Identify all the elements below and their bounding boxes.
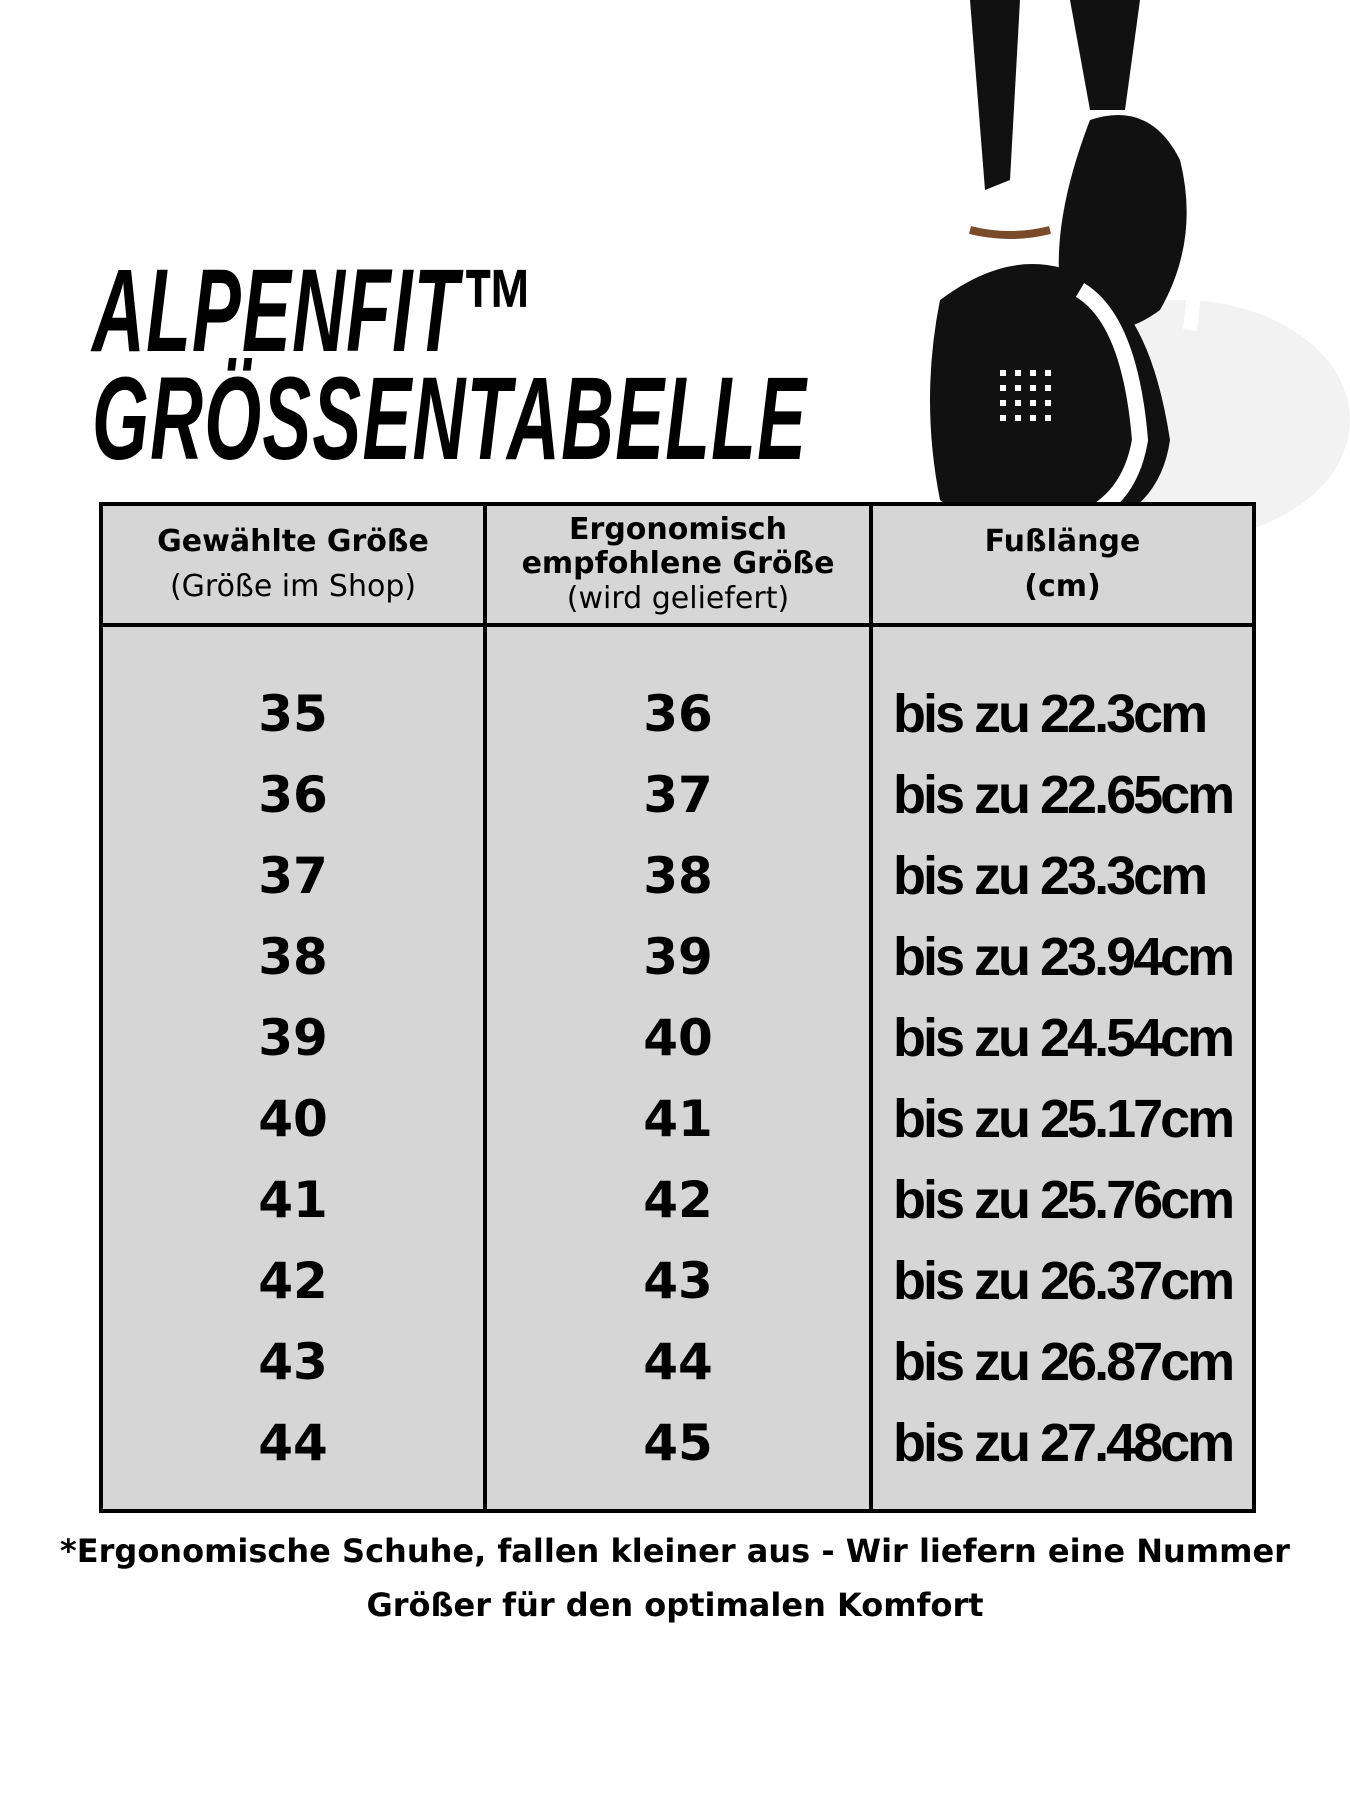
header-divider xyxy=(103,623,1252,627)
recommended-size: 41 xyxy=(643,1090,713,1148)
table-row: 40 41 bis zu 25.17cm xyxy=(103,1079,1252,1160)
recommended-size: 39 xyxy=(643,928,713,986)
column-divider xyxy=(483,506,487,1509)
header-bold: Ergonomisch empfohlene Größe xyxy=(521,511,835,582)
table-row: 37 38 bis zu 23.3cm xyxy=(103,836,1252,917)
chosen-size: 44 xyxy=(258,1414,328,1472)
foot-length: bis zu 22.65cm xyxy=(893,765,1235,825)
foot-length: bis zu 22.3cm xyxy=(893,684,1208,744)
chosen-size: 42 xyxy=(258,1252,328,1310)
foot-length: bis zu 24.54cm xyxy=(893,1008,1235,1068)
table-row: 38 39 bis zu 23.94cm xyxy=(103,917,1252,998)
recommended-size: 40 xyxy=(643,1009,713,1067)
foot-length: bis zu 23.3cm xyxy=(893,846,1208,906)
foot-length: bis zu 26.87cm xyxy=(893,1332,1235,1392)
recommended-size: 37 xyxy=(643,766,713,824)
header-foot-length: Fußlänge (cm) xyxy=(873,506,1252,623)
size-table: Gewählte Größe (Größe im Shop) Ergonomis… xyxy=(99,502,1256,1513)
chosen-size: 37 xyxy=(258,847,328,905)
header-recommended-size: Ergonomisch empfohlene Größe (wird gelie… xyxy=(487,506,869,623)
header-light: (cm) xyxy=(1024,568,1101,604)
foot-length: bis zu 26.37cm xyxy=(893,1251,1235,1311)
table-row: 39 40 bis zu 24.54cm xyxy=(103,998,1252,1079)
table-row: 44 45 bis zu 27.48cm xyxy=(103,1403,1252,1484)
foot-length: bis zu 27.48cm xyxy=(893,1413,1235,1473)
title-line-1: ALPENFIT™ xyxy=(92,245,534,377)
header-bold: Fußlänge xyxy=(984,524,1141,559)
chosen-size: 35 xyxy=(258,685,328,743)
chosen-size: 40 xyxy=(258,1090,328,1148)
foot-length: bis zu 25.17cm xyxy=(893,1089,1235,1149)
table-row: 35 36 bis zu 22.3cm xyxy=(103,674,1252,755)
recommended-size: 44 xyxy=(643,1333,713,1391)
title-line-2: GRÖSSENTABELLE xyxy=(92,353,808,485)
recommended-size: 43 xyxy=(643,1252,713,1310)
table-row: 42 43 bis zu 26.37cm xyxy=(103,1241,1252,1322)
chosen-size: 41 xyxy=(258,1171,328,1229)
foot-length: bis zu 25.76cm xyxy=(893,1170,1235,1230)
foot-length: bis zu 23.94cm xyxy=(893,927,1235,987)
chosen-size: 38 xyxy=(258,928,328,986)
chosen-size: 39 xyxy=(258,1009,328,1067)
recommended-size: 36 xyxy=(643,685,713,743)
chosen-size: 43 xyxy=(258,1333,328,1391)
header-bold: Gewählte Größe xyxy=(157,524,429,559)
recommended-size: 45 xyxy=(643,1414,713,1472)
footnote-line-1: *Ergonomische Schuhe, fallen kleiner aus… xyxy=(60,1532,1290,1570)
footnote-line-2: Größer für den optimalen Komfort xyxy=(366,1586,984,1624)
recommended-size: 42 xyxy=(643,1171,713,1229)
table-row: 41 42 bis zu 25.76cm xyxy=(103,1160,1252,1241)
header-chosen-size: Gewählte Größe (Größe im Shop) xyxy=(103,506,483,623)
table-row: 36 37 bis zu 22.65cm xyxy=(103,755,1252,836)
chosen-size: 36 xyxy=(258,766,328,824)
column-divider xyxy=(869,506,873,1509)
header-light: (wird geliefert) xyxy=(566,580,790,616)
recommended-size: 38 xyxy=(643,847,713,905)
table-row: 43 44 bis zu 26.87cm xyxy=(103,1322,1252,1403)
sneaker-product-image xyxy=(930,0,1350,540)
header-light: (Größe im Shop) xyxy=(169,568,417,604)
